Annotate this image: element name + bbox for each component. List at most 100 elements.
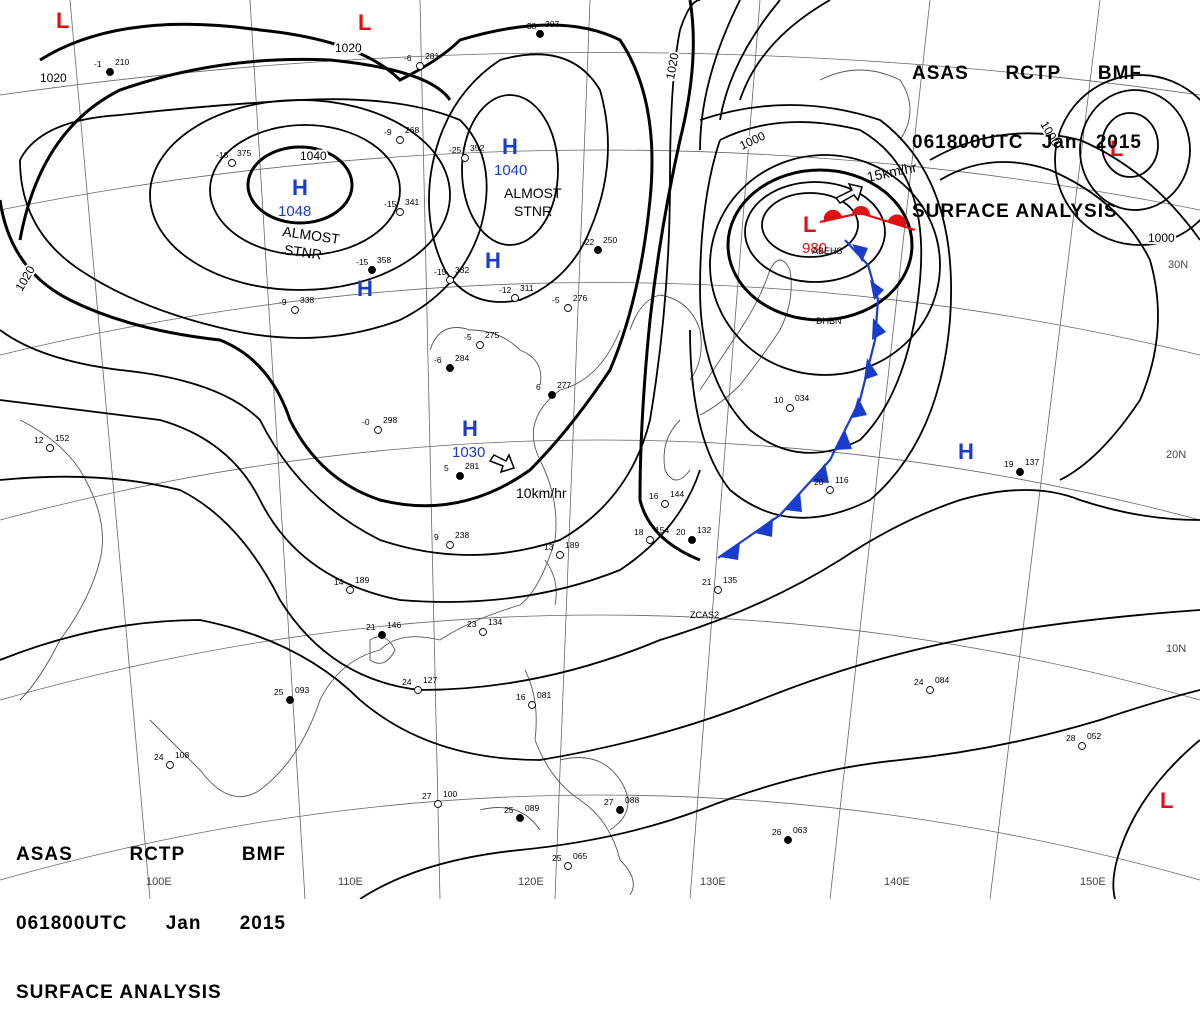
isobar-line bbox=[638, 0, 701, 562]
high-center-symbol: H bbox=[292, 175, 308, 200]
isobar-line bbox=[699, 0, 741, 151]
station-temperature: 13 bbox=[544, 542, 554, 552]
station-pressure: 189 bbox=[565, 540, 579, 550]
station-pressure: 084 bbox=[935, 675, 949, 685]
motion-arrows bbox=[488, 182, 863, 474]
station-id: ABEHS bbox=[812, 246, 843, 256]
product-title: SURFACE ANALYSIS bbox=[16, 982, 222, 1003]
station-pressure: 358 bbox=[377, 255, 391, 265]
station-temperature: 6 bbox=[536, 382, 541, 392]
station-pressure: 268 bbox=[405, 125, 419, 135]
station-temperature: 24 bbox=[154, 752, 164, 762]
office-code: BMF bbox=[241, 844, 286, 865]
cold-front-triangle bbox=[785, 492, 802, 512]
station-pressure: 341 bbox=[405, 197, 419, 207]
station-pressure: 135 bbox=[723, 575, 737, 585]
station-pressure: 154 bbox=[655, 525, 669, 535]
longitude-label: 150E bbox=[1080, 876, 1106, 888]
high-center-symbol: H bbox=[502, 134, 518, 159]
station-pressure: 189 bbox=[355, 575, 369, 585]
station-temperature: 27 bbox=[604, 797, 614, 807]
isobar-ring bbox=[726, 168, 914, 322]
motion-arrow-icon bbox=[488, 453, 515, 474]
station-circle bbox=[461, 154, 469, 162]
high-center-value: 1040 bbox=[494, 162, 527, 179]
station-circle bbox=[548, 391, 556, 399]
station-temperature: 21 bbox=[702, 577, 712, 587]
station-circle bbox=[396, 208, 404, 216]
station-circle bbox=[646, 536, 654, 544]
isobar-ring bbox=[1054, 74, 1200, 246]
station-circle bbox=[446, 541, 454, 549]
station-temperature: -15 bbox=[356, 257, 369, 267]
station-plots: -38 307-25 352-15 341-15 358-15 332-12 311-22 2… bbox=[34, 19, 1101, 870]
station-temperature: -38 bbox=[524, 21, 537, 31]
isobars bbox=[0, 0, 1200, 899]
station-circle bbox=[368, 266, 376, 274]
warm-front-semicircle bbox=[852, 206, 870, 215]
station-temperature: 12 bbox=[34, 435, 44, 445]
station-pressure: 332 bbox=[455, 265, 469, 275]
high-center-symbol: H bbox=[958, 439, 974, 464]
low-center-symbol: L bbox=[358, 10, 371, 35]
station-pressure: 281 bbox=[465, 461, 479, 471]
station-pressure: 127 bbox=[423, 675, 437, 685]
station-circle bbox=[446, 276, 454, 284]
cold-front-triangle bbox=[864, 358, 878, 380]
station-circle bbox=[784, 836, 792, 844]
station-circle bbox=[106, 68, 114, 76]
isobar-ring bbox=[209, 124, 401, 256]
year: 2015 bbox=[239, 913, 286, 934]
office-code: BMF bbox=[1097, 63, 1142, 84]
isobar-line bbox=[0, 22, 654, 508]
station-temperature: -22 bbox=[582, 237, 595, 247]
isobar-label: 1020 bbox=[12, 263, 38, 293]
isobar-ring bbox=[461, 94, 559, 246]
pressure-centers: H 1048 H 1040 H H H 1030 H L 980 L L L L bbox=[56, 8, 1173, 813]
station-temperature: 27 bbox=[422, 791, 432, 801]
station-temperature: 9 bbox=[434, 532, 439, 542]
station-temperature: -6 bbox=[434, 355, 442, 365]
station-temperature: 20 bbox=[676, 527, 686, 537]
warm-front bbox=[819, 206, 916, 232]
station-circle bbox=[926, 686, 934, 694]
station-pressure: 307 bbox=[545, 19, 559, 29]
station-pressure: 311 bbox=[520, 283, 534, 293]
station-circle bbox=[516, 814, 524, 822]
title-row-1: ASAS RCTP BMF bbox=[912, 62, 1142, 85]
station-temperature: -25 bbox=[449, 145, 462, 155]
cold-front bbox=[717, 239, 886, 560]
isobar-ring bbox=[744, 181, 886, 283]
isobar-line bbox=[18, 57, 452, 241]
month: Jan bbox=[165, 913, 202, 934]
station-temperature: 25 bbox=[504, 805, 514, 815]
station-circle bbox=[564, 862, 572, 870]
longitude-label: 100E bbox=[146, 876, 172, 888]
station-circle bbox=[564, 304, 572, 312]
station-circle bbox=[528, 701, 536, 709]
isobar-line bbox=[0, 399, 701, 603]
isobar-label: 1040 bbox=[300, 149, 327, 163]
station-circle bbox=[286, 696, 294, 704]
isobar-line bbox=[0, 475, 1200, 691]
isobar-line bbox=[359, 689, 1200, 899]
station-pressure: 052 bbox=[1087, 731, 1101, 741]
product-title: SURFACE ANALYSIS bbox=[912, 201, 1118, 222]
isobar-ring bbox=[1079, 89, 1191, 211]
isobar-ring bbox=[761, 192, 859, 258]
isobar-line bbox=[699, 121, 923, 454]
isobar-line bbox=[719, 0, 781, 121]
isobar-line bbox=[0, 609, 1200, 761]
station-temperature: -1 bbox=[94, 59, 102, 69]
longitude-label: 120E bbox=[518, 876, 544, 888]
station-circle bbox=[416, 62, 424, 70]
station-circle bbox=[661, 500, 669, 508]
station-temperature: -9 bbox=[279, 297, 287, 307]
station-circle bbox=[786, 404, 794, 412]
station-pressure: 089 bbox=[525, 803, 539, 813]
title-block-bottom: ASAS RCTP BMF 061800UTC Jan 2015 SURFACE… bbox=[16, 797, 286, 1027]
high-center-symbol: H bbox=[462, 416, 478, 441]
station-pressure: 275 bbox=[485, 330, 499, 340]
station-pressure: 093 bbox=[295, 685, 309, 695]
